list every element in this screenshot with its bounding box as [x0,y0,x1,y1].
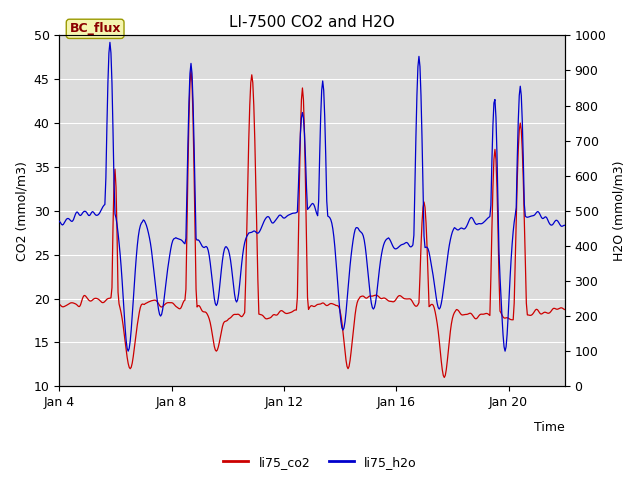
Text: Time: Time [534,421,565,434]
Legend: li75_co2, li75_h2o: li75_co2, li75_h2o [218,451,422,474]
Title: LI-7500 CO2 and H2O: LI-7500 CO2 and H2O [229,15,395,30]
Y-axis label: CO2 (mmol/m3): CO2 (mmol/m3) [15,161,28,261]
Y-axis label: H2O (mmol/m3): H2O (mmol/m3) [612,160,625,261]
Text: BC_flux: BC_flux [69,23,121,36]
